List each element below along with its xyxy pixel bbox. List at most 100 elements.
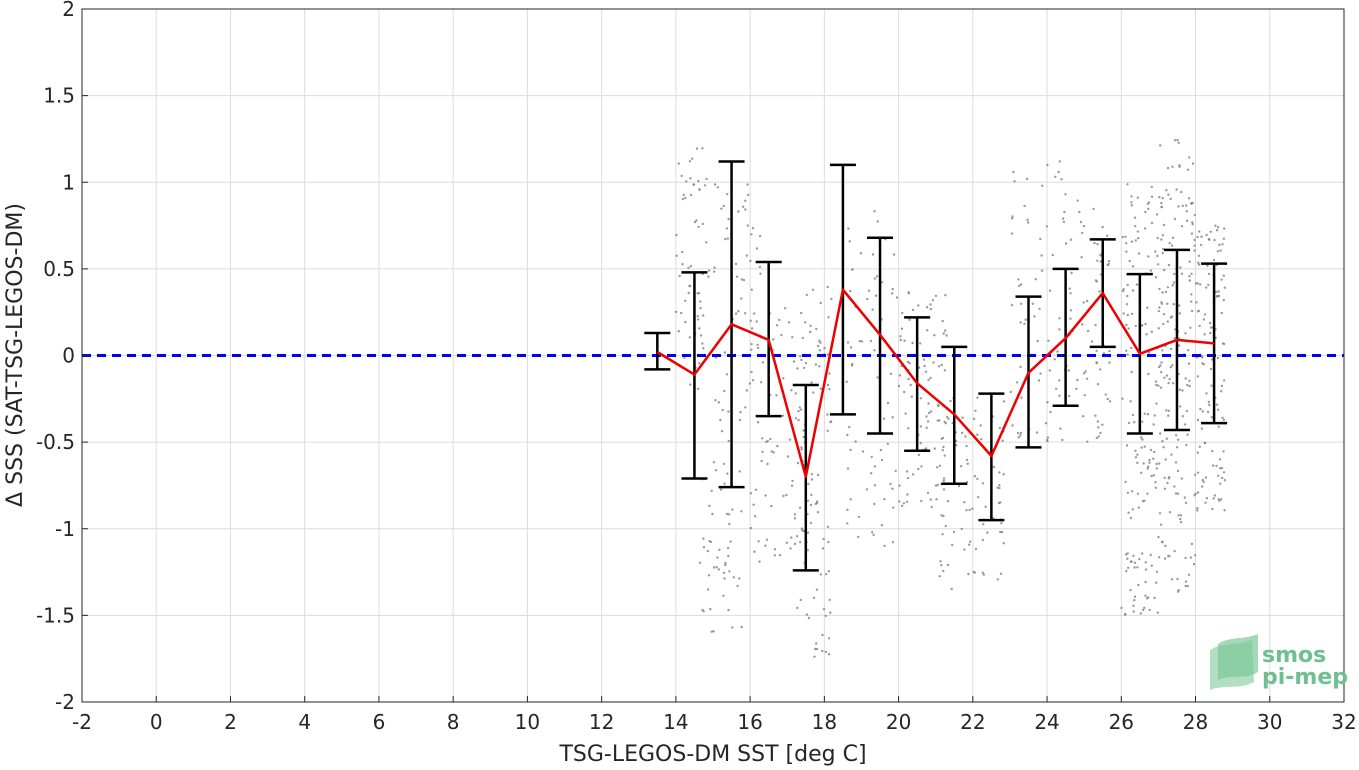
scatter-point bbox=[819, 341, 822, 344]
scatter-point bbox=[1129, 400, 1132, 403]
scatter-point bbox=[815, 500, 819, 503]
scatter-point bbox=[891, 487, 894, 490]
scatter-point bbox=[1143, 445, 1146, 448]
scatter-point bbox=[1125, 444, 1129, 447]
scatter-point bbox=[1193, 473, 1197, 476]
scatter-point bbox=[1152, 474, 1156, 477]
scatter-point bbox=[1132, 554, 1135, 557]
scatter-point bbox=[1198, 445, 1202, 448]
scatter-point bbox=[846, 433, 849, 437]
scatter-point bbox=[746, 183, 749, 186]
scatter-point bbox=[1218, 467, 1222, 470]
scatter-point bbox=[724, 237, 727, 241]
scatter-point bbox=[1216, 250, 1220, 253]
scatter-point bbox=[1164, 290, 1168, 294]
scatter-point bbox=[695, 147, 699, 150]
scatter-point bbox=[1185, 443, 1188, 447]
scatter-point bbox=[740, 510, 743, 513]
scatter-point bbox=[898, 374, 902, 377]
scatter-point bbox=[1011, 215, 1014, 218]
scatter-point bbox=[1222, 237, 1226, 240]
scatter-point bbox=[822, 608, 826, 611]
scatter-point bbox=[1144, 210, 1147, 214]
scatter-point bbox=[1133, 566, 1136, 569]
scatter-point bbox=[924, 447, 928, 450]
scatter-point bbox=[1164, 458, 1167, 461]
scatter-point bbox=[982, 523, 985, 526]
scatter-point bbox=[830, 297, 833, 301]
scatter-point bbox=[1135, 283, 1139, 286]
scatter-point bbox=[1178, 304, 1181, 307]
scatter-point bbox=[923, 364, 926, 368]
scatter-point bbox=[1034, 278, 1037, 281]
scatter-point bbox=[1213, 494, 1217, 497]
scatter-point bbox=[964, 435, 967, 438]
scatter-point bbox=[910, 395, 913, 398]
scatter-point bbox=[1181, 415, 1185, 418]
scatter-point bbox=[796, 606, 799, 610]
scatter-point bbox=[696, 315, 699, 318]
scatter-point bbox=[1184, 377, 1187, 380]
scatter-point bbox=[981, 482, 985, 485]
scatter-point bbox=[875, 275, 879, 278]
scatter-point bbox=[1196, 491, 1200, 494]
scatter-point bbox=[708, 504, 711, 508]
scatter-point bbox=[1222, 418, 1226, 422]
scatter-point bbox=[1164, 544, 1167, 548]
scatter-point bbox=[1167, 477, 1171, 480]
scatter-point bbox=[1210, 416, 1214, 419]
scatter-point bbox=[1122, 312, 1125, 315]
scatter-point bbox=[782, 377, 785, 380]
scatter-point bbox=[1037, 379, 1041, 382]
scatter-point bbox=[1217, 498, 1220, 501]
scatter-point bbox=[824, 573, 828, 576]
scatter-point bbox=[900, 327, 904, 330]
scatter-point bbox=[826, 353, 830, 356]
scatter-point bbox=[873, 349, 876, 352]
scatter-point bbox=[764, 544, 767, 547]
scatter-point bbox=[740, 278, 744, 281]
scatter-point bbox=[870, 455, 873, 459]
scatter-point bbox=[1124, 480, 1127, 484]
scatter-point bbox=[793, 517, 797, 520]
scatter-point bbox=[1177, 141, 1180, 144]
scatter-point bbox=[740, 625, 743, 629]
scatter-point bbox=[1188, 384, 1191, 388]
scatter-point bbox=[1033, 315, 1036, 318]
scatter-point bbox=[903, 390, 906, 394]
scatter-point bbox=[1083, 394, 1087, 397]
scatter-point bbox=[817, 344, 820, 348]
scatter-point bbox=[1031, 302, 1035, 305]
scatter-point bbox=[716, 556, 719, 559]
scatter-point bbox=[1161, 540, 1164, 543]
scatter-point bbox=[1150, 195, 1154, 198]
scatter-point bbox=[745, 389, 749, 392]
scatter-point bbox=[818, 365, 821, 368]
scatter-point bbox=[788, 438, 792, 441]
scatter-point bbox=[961, 416, 964, 419]
scatter-point bbox=[938, 575, 941, 578]
scatter-point bbox=[899, 338, 902, 342]
y-tick-label: 1 bbox=[62, 170, 75, 194]
scatter-point bbox=[773, 554, 776, 557]
scatter-point bbox=[1150, 474, 1153, 478]
scatter-point bbox=[804, 321, 807, 324]
scatter-point bbox=[701, 342, 704, 345]
scatter-point bbox=[871, 308, 874, 311]
scatter-point bbox=[697, 387, 700, 390]
scatter-point bbox=[976, 433, 979, 436]
scatter-point bbox=[1171, 165, 1174, 168]
scatter-point bbox=[1188, 279, 1192, 282]
scatter-point bbox=[1060, 178, 1063, 181]
scatter-point bbox=[1125, 349, 1128, 352]
scatter-point bbox=[909, 383, 912, 387]
scatter-point bbox=[846, 341, 850, 344]
scatter-point bbox=[1101, 225, 1104, 229]
scatter-point bbox=[757, 540, 760, 543]
scatter-point bbox=[942, 488, 946, 491]
scatter-point bbox=[927, 402, 930, 405]
scatter-point bbox=[1082, 372, 1086, 375]
scatter-point bbox=[1134, 224, 1137, 228]
scatter-point bbox=[925, 426, 928, 429]
scatter-point bbox=[1154, 276, 1158, 279]
